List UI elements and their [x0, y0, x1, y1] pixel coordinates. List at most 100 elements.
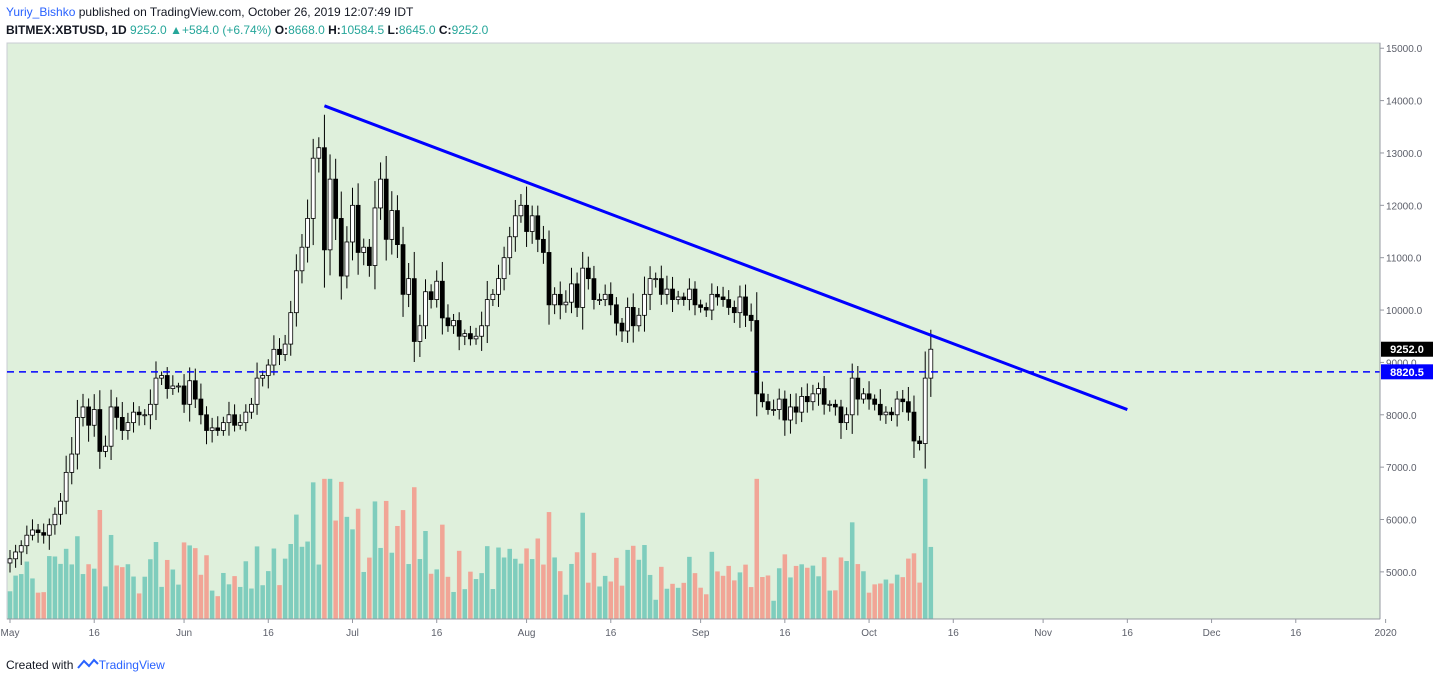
candle-up[interactable] [271, 348, 277, 366]
candle-up[interactable] [316, 147, 322, 159]
candle-up[interactable] [142, 414, 148, 417]
candle-down[interactable] [726, 299, 732, 308]
candle-down[interactable] [698, 304, 703, 308]
candle-up[interactable] [816, 388, 821, 395]
candle-down[interactable] [428, 291, 434, 300]
candle-up[interactable] [687, 288, 692, 300]
candle-up[interactable] [776, 398, 782, 410]
candle-up[interactable] [709, 293, 715, 311]
candle-up[interactable] [406, 278, 412, 295]
candle-up[interactable] [293, 270, 299, 314]
candle-down[interactable] [855, 377, 861, 400]
x-axis[interactable]: May 16 Jun 16 Jul 16 Aug 16 Sep 16 Oct 16 Nov 16 Dec 16… [1, 619, 1444, 639]
candle-down[interactable] [715, 293, 720, 298]
candle-up[interactable] [288, 312, 294, 345]
candle-up[interactable] [771, 409, 776, 411]
candle-down[interactable] [204, 414, 209, 431]
candle-up[interactable] [310, 157, 316, 219]
candle-up[interactable] [30, 529, 35, 536]
candle-down[interactable] [338, 218, 344, 277]
candle-up[interactable] [512, 215, 518, 238]
author-link[interactable]: Yuriy_Bishko [6, 5, 76, 19]
candle-down[interactable] [804, 396, 810, 403]
candle-down[interactable] [833, 403, 838, 408]
candle-up[interactable] [125, 422, 131, 431]
candle-up[interactable] [131, 411, 136, 424]
candle-up[interactable] [75, 416, 80, 455]
candle-up[interactable] [24, 534, 30, 547]
candle-down[interactable] [114, 406, 120, 418]
candle-up[interactable] [849, 377, 855, 416]
symbol-label[interactable]: BITMEX:XBTUSD, 1D [6, 23, 127, 37]
candle-up[interactable] [675, 296, 681, 300]
candle-down[interactable] [614, 304, 619, 324]
candle-up[interactable] [327, 178, 333, 251]
candle-up[interactable] [91, 409, 97, 426]
candle-up[interactable] [226, 414, 232, 424]
candle-up[interactable] [894, 398, 900, 416]
candle-up[interactable] [883, 411, 889, 416]
candle-down[interactable] [760, 393, 765, 403]
candle-down[interactable] [198, 398, 204, 416]
candle-up[interactable] [636, 314, 642, 327]
candle-up[interactable] [46, 524, 52, 536]
candle-down[interactable] [743, 296, 748, 316]
candle-up[interactable] [103, 445, 108, 452]
candle-up[interactable] [305, 218, 310, 248]
candle-up[interactable] [501, 257, 507, 280]
candle-down[interactable] [535, 215, 541, 240]
candle-down[interactable] [681, 296, 687, 300]
candle-up[interactable] [507, 236, 513, 259]
candle-up[interactable] [642, 293, 647, 316]
candle-up[interactable] [159, 375, 164, 379]
candle-up[interactable] [552, 293, 557, 306]
candle-up[interactable] [928, 348, 934, 379]
candle-down[interactable] [838, 406, 844, 424]
candle-down[interactable] [366, 246, 372, 266]
candle-up[interactable] [434, 280, 440, 300]
candle-up[interactable] [176, 385, 181, 388]
candle-up[interactable] [417, 325, 423, 342]
candle-up[interactable] [80, 406, 86, 418]
candle-down[interactable] [541, 238, 546, 253]
candle-down[interactable] [215, 427, 221, 431]
candle-down[interactable] [720, 296, 726, 300]
candle-up[interactable] [451, 320, 456, 327]
candle-up[interactable] [52, 513, 58, 526]
candle-down[interactable] [181, 385, 187, 405]
candle-down[interactable] [630, 307, 636, 327]
candle-up[interactable] [108, 406, 114, 447]
plot-area[interactable] [6, 42, 1381, 620]
candle-down[interactable] [911, 411, 917, 442]
tradingview-brand-link[interactable]: TradingView [98, 658, 165, 672]
candle-up[interactable] [389, 210, 395, 240]
candle-up[interactable] [479, 325, 485, 337]
candle-down[interactable] [703, 307, 709, 311]
candle-down[interactable] [877, 403, 883, 416]
candle-down[interactable] [591, 278, 597, 300]
candle-up[interactable] [260, 375, 266, 379]
candle-up[interactable] [799, 396, 805, 413]
candle-up[interactable] [265, 364, 271, 376]
candle-down[interactable] [872, 398, 878, 405]
candle-down[interactable] [355, 204, 361, 253]
candle-down[interactable] [900, 398, 906, 403]
candle-up[interactable] [518, 204, 524, 217]
descending-trendline[interactable] [323, 104, 1128, 411]
candle-down[interactable] [41, 532, 47, 536]
candle-up[interactable] [602, 293, 608, 300]
candle-up[interactable] [220, 422, 226, 431]
candle-down[interactable] [905, 401, 911, 413]
candle-up[interactable] [18, 545, 24, 553]
candle-down[interactable] [395, 210, 400, 245]
candle-up[interactable] [664, 288, 670, 295]
candle-down[interactable] [35, 529, 41, 533]
candle-down[interactable] [574, 283, 580, 308]
candle-up[interactable] [282, 343, 288, 355]
candle-down[interactable] [277, 348, 282, 355]
candle-down[interactable] [192, 380, 198, 400]
candle-down[interactable] [866, 393, 872, 400]
candle-up[interactable] [737, 296, 743, 314]
candle-up[interactable] [810, 393, 816, 403]
